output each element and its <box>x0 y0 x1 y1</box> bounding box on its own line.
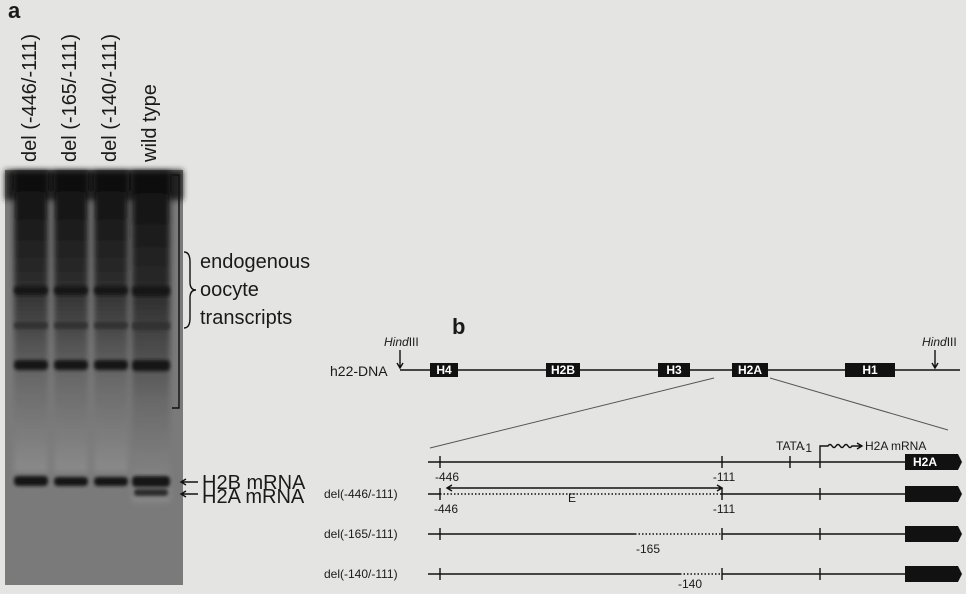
zoom-lines <box>430 378 948 448</box>
lane-label: del (-165/-111) <box>59 34 81 162</box>
gene-label: H2A <box>913 455 937 469</box>
gene-label: H1 <box>862 363 878 377</box>
site-roman: III <box>947 335 957 349</box>
bracket-label: oocyte <box>200 279 259 301</box>
lane-label: del (-446/-111) <box>19 34 41 162</box>
position-label: -140 <box>678 577 702 589</box>
site-label: HindIII <box>384 335 419 349</box>
brace <box>184 252 196 328</box>
position-label: -446 <box>435 470 459 484</box>
panel-label: a <box>8 0 21 23</box>
transcript-arrow <box>820 443 862 456</box>
start-label: -1 <box>801 441 812 455</box>
band-label: H2A mRNA <box>202 486 305 508</box>
dna-label: h22-DNA <box>330 363 388 379</box>
site-arrow <box>397 350 403 368</box>
element-label: E <box>568 491 576 505</box>
deletion-label: del(-165/-111) <box>324 527 398 541</box>
arrow <box>181 479 198 485</box>
site-label: HindIII <box>922 335 957 349</box>
site-italic: Hind <box>384 335 409 349</box>
figure: a del (-446/-111) del (-165/-111) del (-… <box>0 0 966 589</box>
site-arrow <box>932 350 938 368</box>
tata-label: TATA <box>776 439 804 453</box>
gene-label: H4 <box>436 363 452 377</box>
panel-label: b <box>452 314 465 339</box>
gene-box <box>905 566 962 582</box>
transcript-label: H2A mRNA <box>865 439 926 453</box>
bracket-label: transcripts <box>200 307 292 329</box>
deletion-label: del(-446/-111) <box>324 487 398 501</box>
site-italic: Hind <box>922 335 947 349</box>
position-label: -446 <box>434 502 458 516</box>
position-label: -111 <box>713 470 736 484</box>
gene-label: H2A <box>738 363 762 377</box>
position-label: -111 <box>713 502 736 516</box>
lane-labels: del (-446/-111) del (-165/-111) del (-14… <box>19 34 161 163</box>
deletion-label: del(-140/-111) <box>324 567 398 581</box>
gene-label: H3 <box>666 363 682 377</box>
gene-box <box>905 526 962 542</box>
element-span <box>447 485 722 491</box>
position-label: -165 <box>636 542 660 556</box>
bracket-label: endogenous <box>200 251 310 273</box>
site-roman: III <box>409 335 419 349</box>
lane-label: del (-140/-111) <box>99 34 121 162</box>
arrow <box>181 491 198 497</box>
gel <box>5 170 183 585</box>
gene-box <box>905 486 962 502</box>
lane-label: wild type <box>139 84 161 163</box>
deletion-line <box>428 568 905 580</box>
gene-label: H2B <box>551 363 575 377</box>
